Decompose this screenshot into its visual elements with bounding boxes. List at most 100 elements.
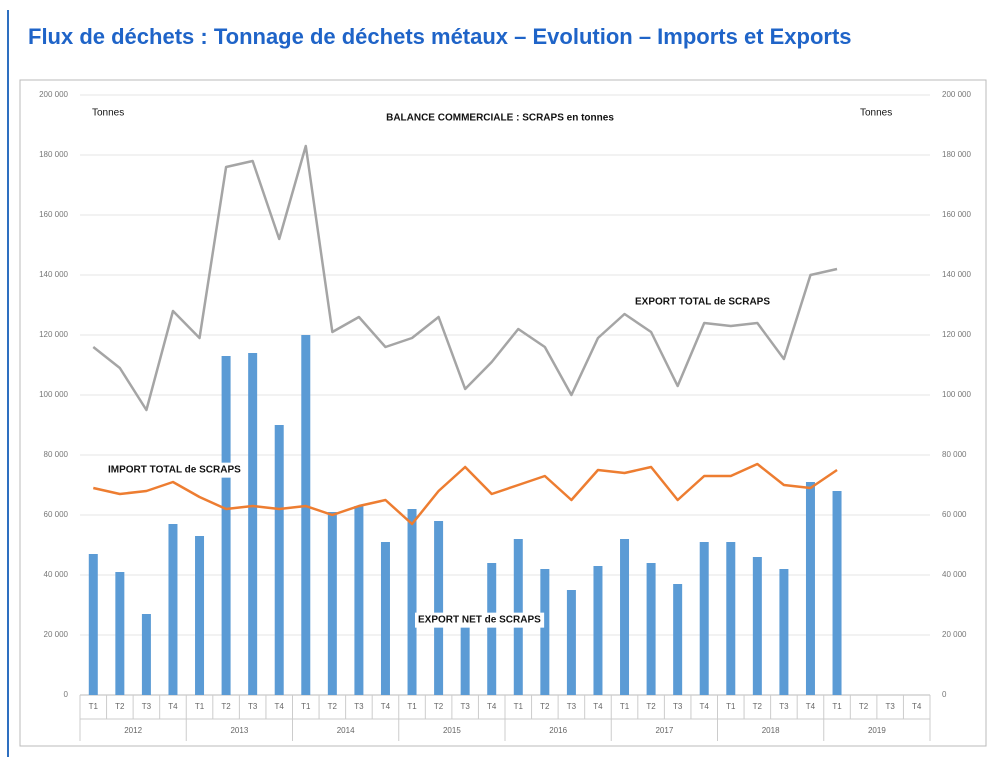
y-tick-label: 140 000 (39, 270, 68, 279)
x-tick-label: T1 (832, 702, 842, 711)
series-label-text: EXPORT TOTAL de SCRAPS (635, 297, 770, 308)
series-label: EXPORT NET de SCRAPS (415, 612, 545, 628)
y-tick-label: 120 000 (39, 330, 68, 339)
series-label-text: EXPORT NET de SCRAPS (418, 615, 541, 626)
bar (274, 425, 284, 695)
y-tick-label: 100 000 (39, 390, 68, 399)
x-tick-label: T3 (354, 702, 364, 711)
line (93, 462, 838, 526)
y-tick-label: 0 (64, 690, 69, 699)
x-tick-label: T4 (168, 702, 178, 711)
year-label: 2018 (762, 726, 780, 735)
y2-tick-label: 80 000 (942, 450, 967, 459)
bar (752, 557, 762, 695)
x-tick-label: T4 (487, 702, 497, 711)
bar (726, 542, 736, 695)
bar (540, 569, 550, 695)
y2-tick-label: 180 000 (942, 150, 971, 159)
year-label: 2019 (868, 726, 886, 735)
chart-title: BALANCE COMMERCIALE : SCRAPS en tonnes (386, 113, 614, 124)
y-tick-label: 180 000 (39, 150, 68, 159)
y2-tick-label: 120 000 (942, 330, 971, 339)
x-tick-label: T2 (646, 702, 656, 711)
x-tick-label: T2 (115, 702, 125, 711)
y-tick-label: 60 000 (44, 510, 69, 519)
bar (327, 512, 337, 695)
bar (195, 536, 205, 695)
y-tick-label: 80 000 (44, 450, 69, 459)
y2-tick-label: 40 000 (942, 570, 967, 579)
x-tick-label: T4 (381, 702, 391, 711)
y2-tick-label: 140 000 (942, 270, 971, 279)
bar (832, 491, 842, 695)
y2-tick-label: 100 000 (942, 390, 971, 399)
bar (646, 563, 656, 695)
series-label-bg (632, 294, 774, 310)
bar (141, 614, 151, 695)
series-label-bg (105, 462, 245, 478)
bar (699, 542, 709, 695)
x-tick-label: T1 (726, 702, 736, 711)
line (92, 144, 838, 412)
y2-tick-label: 0 (942, 690, 947, 699)
x-tick-label: T2 (328, 702, 338, 711)
year-label: 2012 (124, 726, 142, 735)
y-tick-label: 200 000 (39, 90, 68, 99)
y2-tick-label: 20 000 (942, 630, 967, 639)
x-tick-label: T2 (859, 702, 869, 711)
x-tick-label: T3 (885, 702, 895, 711)
x-tick-label: T3 (460, 702, 470, 711)
x-tick-label: T2 (434, 702, 444, 711)
bar (620, 539, 630, 695)
year-label: 2014 (337, 726, 355, 735)
bar (168, 524, 178, 695)
bar (354, 506, 364, 695)
x-tick-label: T4 (275, 702, 285, 711)
x-tick-label: T2 (753, 702, 763, 711)
y-tick-label: 160 000 (39, 210, 68, 219)
x-tick-label: T3 (248, 702, 258, 711)
y2-axis-label: Tonnes (860, 108, 892, 119)
x-tick-label: T4 (806, 702, 816, 711)
bar (407, 509, 417, 695)
bar (301, 335, 311, 695)
bar (805, 482, 815, 695)
series-label: IMPORT TOTAL de SCRAPS (105, 462, 245, 478)
bar (673, 584, 683, 695)
x-tick-label: T2 (221, 702, 231, 711)
x-tick-label: T4 (593, 702, 603, 711)
x-tick-label: T2 (540, 702, 550, 711)
x-tick-label: T4 (912, 702, 922, 711)
series-label-text: IMPORT TOTAL de SCRAPS (108, 465, 241, 476)
y2-tick-label: 200 000 (942, 90, 971, 99)
y2-tick-label: 60 000 (942, 510, 967, 519)
bar (593, 566, 603, 695)
year-label: 2015 (443, 726, 461, 735)
year-label: 2017 (655, 726, 673, 735)
x-tick-label: T1 (89, 702, 99, 711)
x-tick-label: T3 (779, 702, 789, 711)
x-tick-label: T1 (514, 702, 524, 711)
bar (566, 590, 576, 695)
bar (115, 572, 125, 695)
x-tick-label: T1 (195, 702, 205, 711)
bar (487, 563, 497, 695)
bar (460, 623, 470, 695)
series-label: EXPORT TOTAL de SCRAPS (632, 294, 774, 310)
y-axis-label: Tonnes (92, 108, 124, 119)
y-tick-label: 20 000 (44, 630, 69, 639)
x-tick-label: T3 (142, 702, 152, 711)
x-tick-label: T1 (620, 702, 630, 711)
bar (380, 542, 390, 695)
y2-tick-label: 160 000 (942, 210, 971, 219)
bar (88, 554, 98, 695)
x-tick-label: T1 (407, 702, 417, 711)
series-label-bg (415, 612, 545, 628)
x-tick-label: T3 (567, 702, 577, 711)
y-tick-label: 40 000 (44, 570, 69, 579)
year-label: 2013 (230, 726, 248, 735)
x-tick-label: T4 (700, 702, 710, 711)
bar (221, 356, 231, 695)
x-tick-label: T3 (673, 702, 683, 711)
